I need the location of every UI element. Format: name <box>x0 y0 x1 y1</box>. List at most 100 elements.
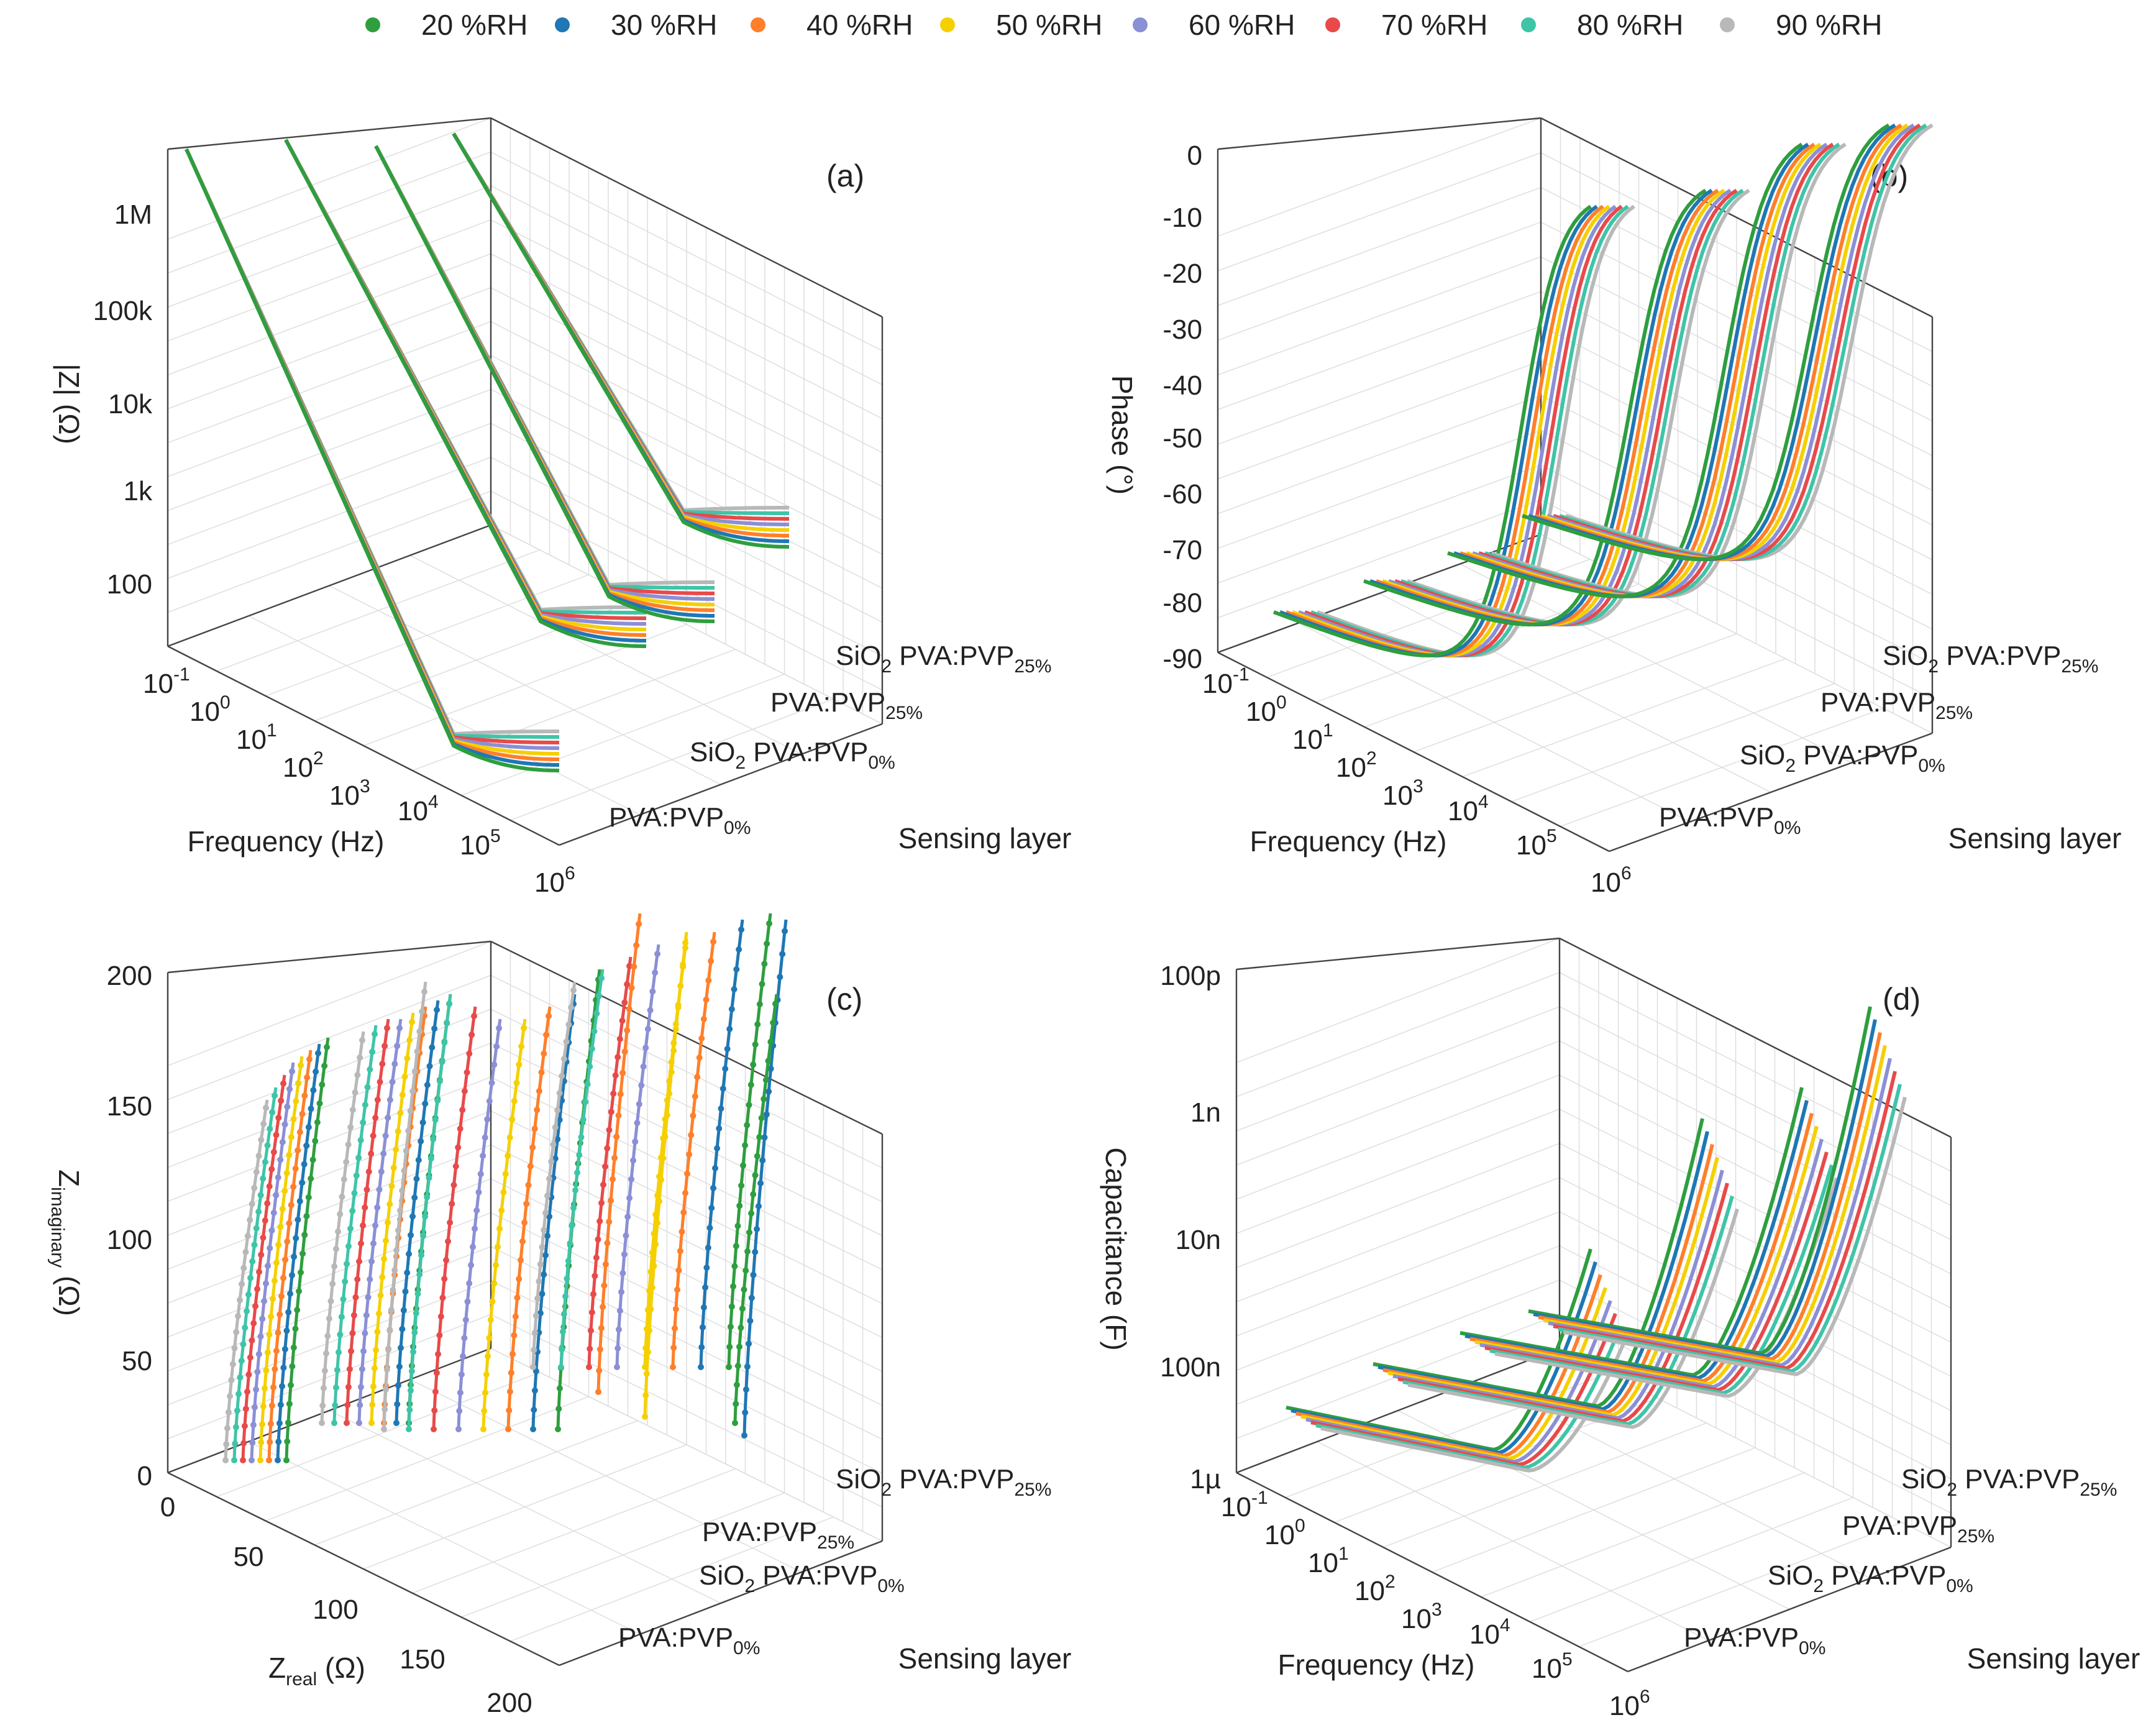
capacitance-curve <box>1464 1100 1809 1380</box>
impedance-curve <box>452 132 789 538</box>
nyquist-point <box>381 1426 387 1432</box>
nyquist-point <box>466 1050 473 1057</box>
z-tick-label: 1µ <box>1190 1464 1221 1494</box>
nyquist-point <box>493 1043 500 1050</box>
nyquist-point <box>677 1248 683 1255</box>
z-axis-label: |Z| (Ω) <box>53 364 85 444</box>
nyquist-point <box>391 1267 398 1273</box>
nyquist-point <box>391 1061 398 1068</box>
x-tick-label: 103 <box>1382 776 1423 811</box>
grid <box>167 941 883 1666</box>
z-tick-label: 100p <box>1160 961 1221 991</box>
z-tick-label: 1n <box>1190 1097 1221 1128</box>
nyquist-point <box>593 1010 600 1017</box>
nyquist-point <box>406 1251 413 1257</box>
nyquist-point <box>360 1348 367 1355</box>
x-tick-label: 104 <box>1469 1615 1510 1650</box>
nyquist-point <box>616 1036 623 1042</box>
nyquist-trace <box>699 919 744 1368</box>
nyquist-point <box>324 1044 331 1051</box>
nyquist-point <box>626 1006 633 1012</box>
nyquist-point <box>352 1089 359 1096</box>
legend-label: 80 %RH <box>1577 9 1683 41</box>
impedance-curve <box>185 148 559 739</box>
nyquist-point <box>253 1386 260 1393</box>
nyquist-trace <box>382 981 427 1430</box>
nyquist-point <box>767 1038 774 1045</box>
nyquist-point <box>698 1344 705 1350</box>
nyquist-point <box>638 1082 645 1089</box>
nyquist-point <box>234 1407 240 1414</box>
nyquist-point <box>458 1371 465 1378</box>
nyquist-point <box>229 1361 236 1368</box>
nyquist-point <box>518 1257 524 1263</box>
nyquist-point <box>399 1092 406 1098</box>
nyquist-point <box>678 1228 685 1235</box>
nyquist-point <box>531 1125 538 1132</box>
nyquist-point <box>680 961 687 968</box>
nyquist-point <box>726 1343 733 1350</box>
sensing-layer-tick-label: SiO2 PVA:PVP25% <box>1883 641 2098 677</box>
nyquist-point <box>644 1349 651 1355</box>
nyquist-point <box>525 1182 532 1189</box>
nyquist-point <box>429 1044 436 1051</box>
nyquist-point <box>649 988 656 995</box>
nyquist-point <box>344 1420 350 1426</box>
nyquist-point <box>654 951 661 958</box>
nyquist-point <box>623 1232 629 1239</box>
nyquist-point <box>275 1457 281 1463</box>
nyquist-point <box>502 1171 509 1178</box>
nyquist-point <box>280 1274 287 1281</box>
nyquist-trace <box>727 913 772 1368</box>
nyquist-point <box>732 1420 738 1426</box>
nyquist-point <box>456 1407 463 1414</box>
capacitance-curve <box>1533 1019 1877 1358</box>
nyquist-point <box>738 926 745 933</box>
impedance-curve <box>185 148 559 761</box>
nyquist-point <box>253 1225 260 1232</box>
nyquist-point <box>370 1240 377 1247</box>
nyquist-point <box>345 1141 352 1148</box>
nyquist-point <box>411 1068 418 1074</box>
nyquist-point <box>757 1180 764 1187</box>
nyquist-point <box>480 1153 486 1159</box>
nyquist-point <box>287 1291 294 1297</box>
nyquist-point <box>249 1439 256 1446</box>
nyquist-point <box>276 1311 283 1318</box>
nyquist-point <box>263 1367 270 1374</box>
nyquist-point <box>272 1092 278 1099</box>
nyquist-point <box>394 1043 401 1050</box>
nyquist-point <box>296 1129 303 1135</box>
z-tick-label: 50 <box>122 1346 152 1376</box>
nyquist-point <box>401 1168 408 1174</box>
legend-marker-icon <box>751 17 765 32</box>
impedance-curve <box>284 139 646 615</box>
capacitance-curve <box>1315 1325 1622 1470</box>
x-tick-label: 10-1 <box>1202 664 1249 699</box>
nyquist-point <box>531 1387 538 1394</box>
panel-label-d: (d) <box>1883 982 1921 1017</box>
phase-curve <box>1279 204 1598 657</box>
x-tick-label: 10-1 <box>1221 1488 1268 1522</box>
nyquist-point <box>570 987 577 994</box>
nyquist-point <box>651 1263 657 1269</box>
nyquist-point <box>600 1181 607 1188</box>
nyquist-point <box>240 1457 246 1463</box>
nyquist-point <box>596 1218 603 1225</box>
axes-frame <box>167 940 884 1667</box>
nyquist-point <box>385 1347 392 1353</box>
z-axis-label: Zimaginary (Ω) <box>47 1169 85 1316</box>
nyquist-point <box>588 1046 595 1052</box>
nyquist-point <box>422 1100 429 1107</box>
x-tick-label: 103 <box>1401 1599 1442 1634</box>
sensing-layer-tick-label: SiO2 PVA:PVP25% <box>836 1464 1051 1500</box>
nyquist-point <box>359 1366 365 1373</box>
nyquist-point <box>257 1333 264 1340</box>
nyquist-point <box>390 1287 396 1293</box>
nyquist-point <box>756 1134 763 1140</box>
nyquist-point <box>296 1198 303 1205</box>
nyquist-point <box>299 1250 306 1257</box>
nyquist-point <box>362 1102 368 1108</box>
nyquist-point <box>253 1169 260 1175</box>
nyquist-point <box>508 1370 514 1376</box>
